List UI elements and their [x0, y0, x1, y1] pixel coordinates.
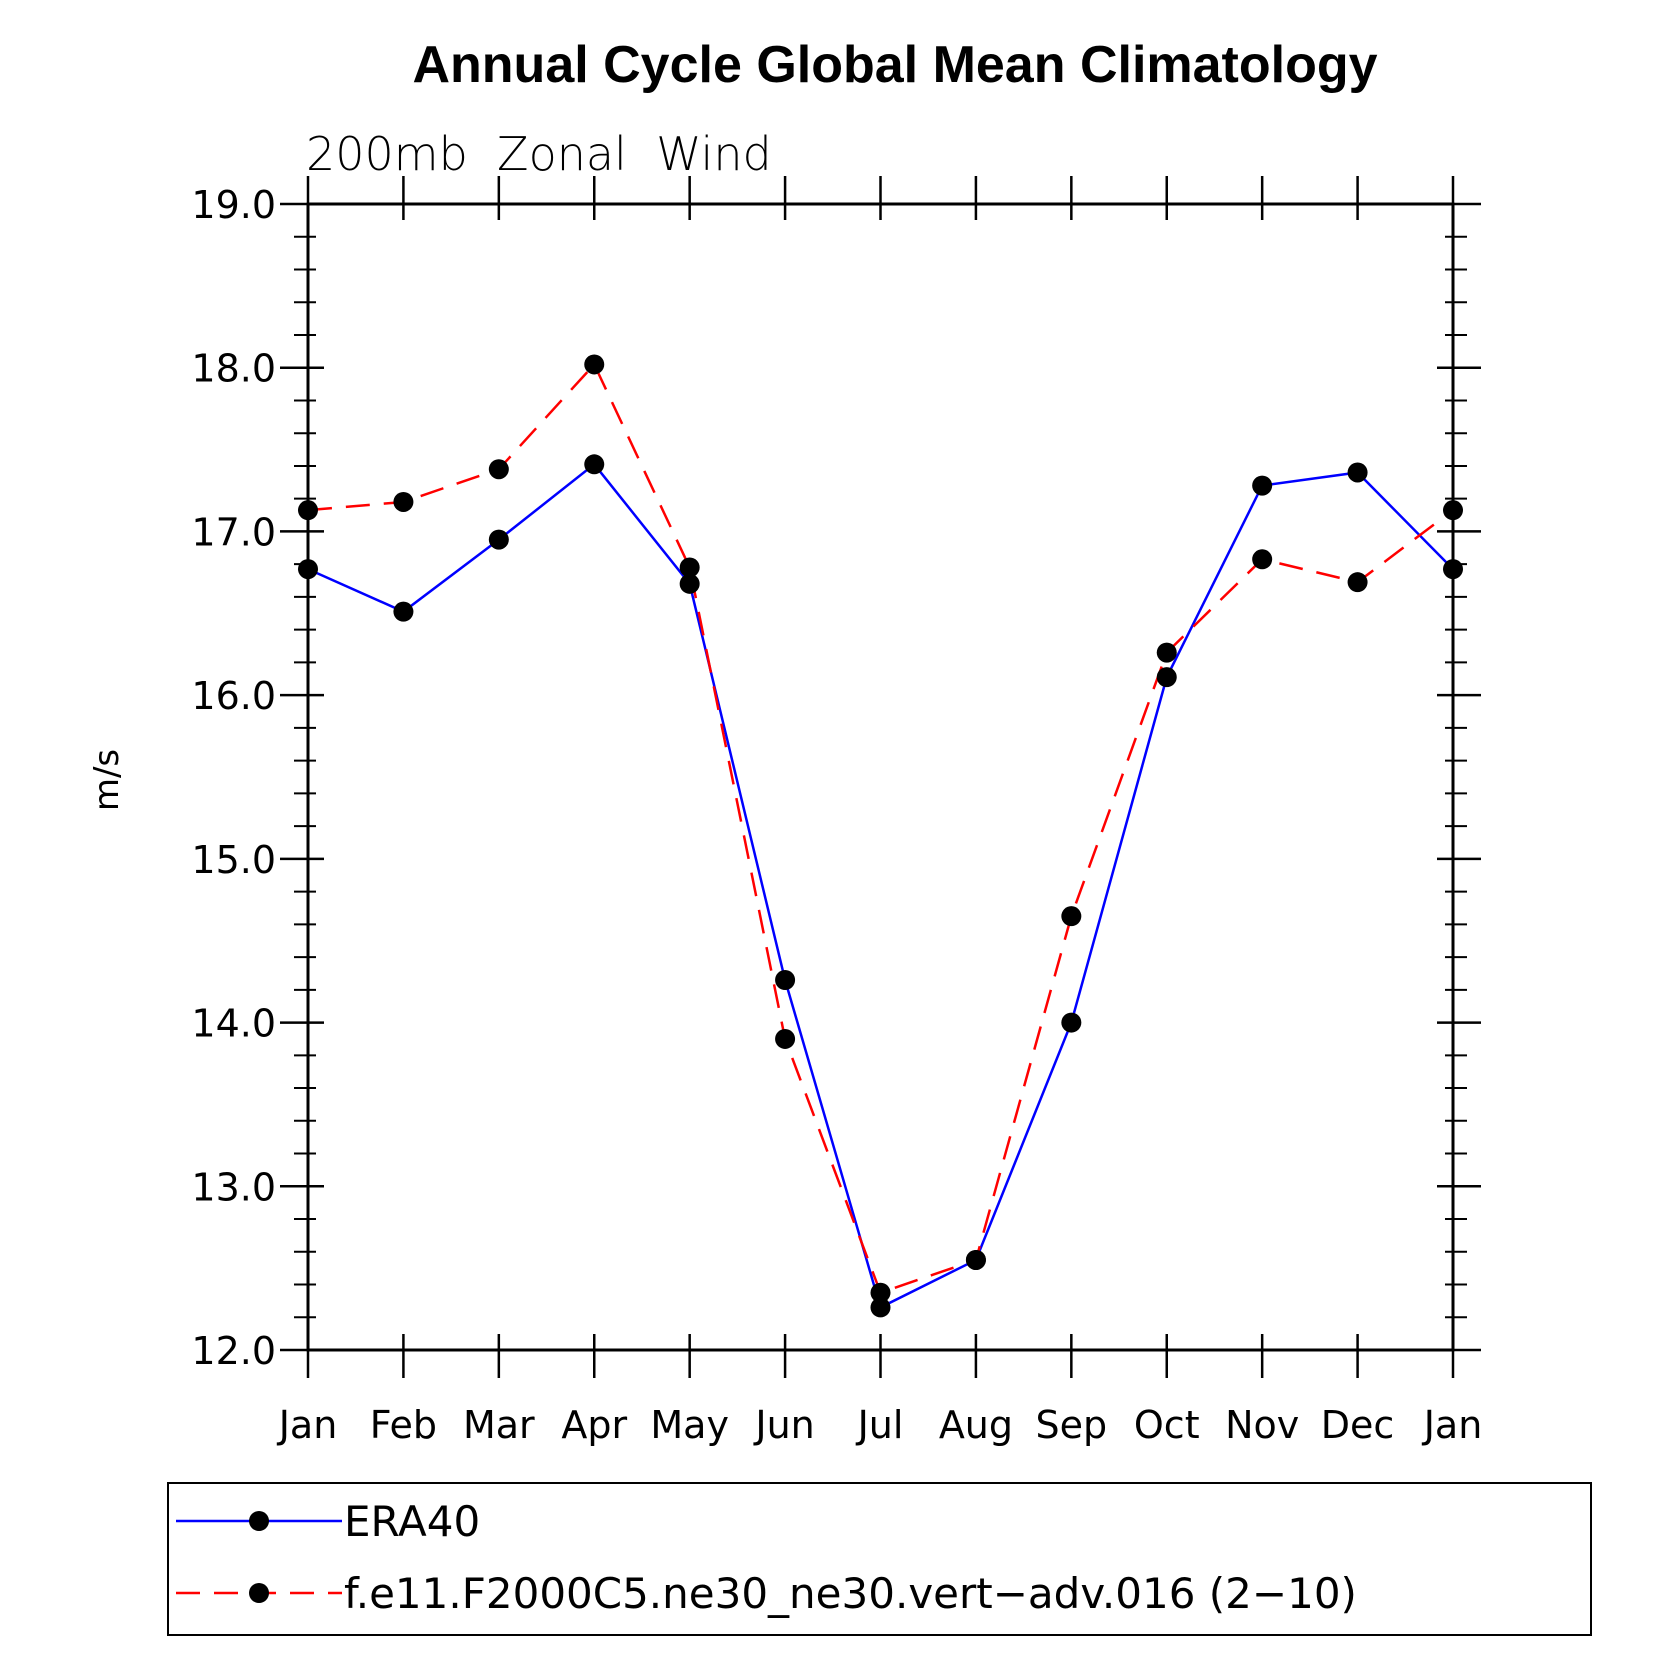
data-point	[775, 970, 796, 991]
y-tick-label: 17.0	[191, 510, 276, 554]
data-point	[1156, 642, 1177, 663]
data-point	[1347, 462, 1368, 483]
legend-marker	[249, 1583, 269, 1603]
x-tick-label: Jan	[277, 1403, 338, 1447]
x-tick-labels: Jan Feb Mar Apr May Jun Jul Aug Sep Oct Nov Dec Jan	[277, 1403, 1483, 1447]
axis-ticks	[280, 176, 1481, 1378]
y-tick-label: 13.0	[191, 1165, 276, 1209]
data-point	[488, 529, 509, 550]
data-point	[775, 1028, 796, 1049]
series-layer	[298, 354, 1463, 1318]
data-point	[1061, 1012, 1082, 1033]
data-point	[1252, 475, 1273, 496]
chart-title: Annual Cycle Global Mean Climatology	[412, 36, 1377, 94]
x-tick-label: Mar	[463, 1403, 535, 1447]
x-tick-label: Oct	[1134, 1403, 1200, 1447]
data-point	[584, 354, 605, 375]
y-tick-label: 16.0	[191, 674, 276, 718]
x-tick-label: Jun	[753, 1403, 814, 1447]
legend: ERA40 f.e11.F2000C5.ne30_ne30.vert−adv.01…	[167, 1482, 1592, 1636]
legend-marker	[249, 1511, 269, 1531]
data-point	[870, 1297, 891, 1318]
series-line	[307, 462, 1454, 1310]
x-tick-label: Dec	[1321, 1403, 1395, 1447]
legend-label: ERA40	[344, 1497, 480, 1546]
data-point	[488, 459, 509, 480]
y-axis-label: m/s	[87, 749, 127, 811]
data-point	[393, 601, 414, 622]
y-tick-label: 14.0	[191, 1002, 276, 1046]
data-point	[870, 1282, 891, 1303]
data-point	[584, 454, 605, 475]
x-tick-label: Feb	[370, 1403, 437, 1447]
x-tick-label: May	[650, 1403, 729, 1447]
data-point	[1252, 549, 1273, 570]
data-point	[679, 557, 700, 578]
plot-frame	[306, 202, 1455, 1352]
x-tick-label: Jan	[1422, 1403, 1483, 1447]
data-point	[1347, 572, 1368, 593]
y-tick-label: 15.0	[191, 838, 276, 882]
y-tick-label: 18.0	[191, 347, 276, 391]
data-point	[1061, 906, 1082, 927]
series-line	[307, 362, 1454, 1295]
y-tick-labels: 12.0 13.0 14.0 15.0 16.0 17.0 18.0 19.0	[191, 183, 276, 1373]
data-point	[393, 491, 414, 512]
legend-label: f.e11.F2000C5.ne30_ne30.vert−adv.016 (2−…	[344, 1569, 1357, 1618]
x-tick-label: Sep	[1036, 1403, 1108, 1447]
legend-entries: ERA40 f.e11.F2000C5.ne30_ne30.vert−adv.01…	[176, 1497, 1357, 1618]
y-tick-label: 12.0	[191, 1329, 276, 1373]
x-tick-label: Nov	[1225, 1403, 1299, 1447]
data-point	[679, 573, 700, 594]
x-tick-label: Aug	[939, 1403, 1013, 1447]
data-point	[965, 1249, 986, 1270]
y-tick-label: 19.0	[191, 183, 276, 227]
chart-subtitle: 200mb Zonal Wind	[306, 127, 772, 181]
x-tick-label: Jul	[856, 1403, 904, 1447]
legend-box	[167, 1482, 1592, 1636]
data-point	[1156, 667, 1177, 688]
x-tick-label: Apr	[561, 1403, 627, 1447]
